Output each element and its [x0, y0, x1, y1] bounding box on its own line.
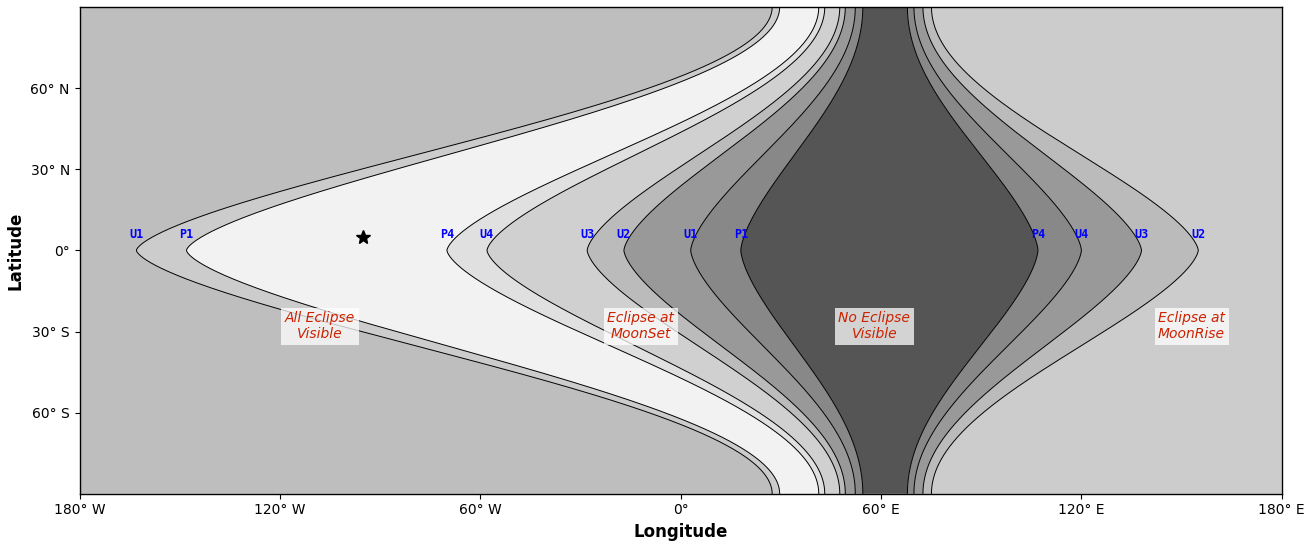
Text: U4: U4 [1075, 228, 1089, 241]
Text: P4: P4 [440, 228, 454, 241]
Polygon shape [908, 7, 1081, 494]
Text: U4: U4 [480, 228, 495, 241]
Text: P1: P1 [733, 228, 748, 241]
Text: No Eclipse
Visible: No Eclipse Visible [838, 311, 911, 341]
Polygon shape [136, 7, 779, 494]
Text: Eclipse at
MoonSet: Eclipse at MoonSet [607, 311, 674, 341]
X-axis label: Longitude: Longitude [634, 523, 728, 541]
Polygon shape [932, 7, 1282, 494]
Text: P4: P4 [1031, 228, 1046, 241]
Text: U1: U1 [684, 228, 698, 241]
Polygon shape [625, 7, 855, 494]
Polygon shape [690, 7, 863, 494]
Text: U3: U3 [1135, 228, 1148, 241]
Polygon shape [914, 7, 1141, 494]
Text: All Eclipse
Visible: All Eclipse Visible [285, 311, 356, 341]
Polygon shape [588, 7, 845, 494]
Text: U1: U1 [130, 228, 143, 241]
Text: U3: U3 [580, 228, 594, 241]
Text: U2: U2 [617, 228, 631, 241]
Text: P1: P1 [180, 228, 194, 241]
Polygon shape [80, 7, 773, 494]
Polygon shape [447, 7, 825, 494]
Y-axis label: Latitude: Latitude [7, 211, 25, 289]
Polygon shape [741, 7, 1038, 494]
Polygon shape [186, 7, 819, 494]
Text: Eclipse at
MoonRise: Eclipse at MoonRise [1158, 311, 1225, 341]
Polygon shape [922, 7, 1198, 494]
Polygon shape [487, 7, 840, 494]
Text: U2: U2 [1191, 228, 1206, 241]
